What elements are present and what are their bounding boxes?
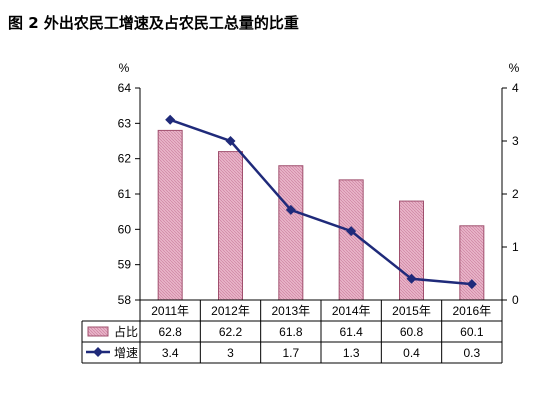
line-point [225, 136, 236, 146]
bar [338, 179, 364, 301]
category-label: 2011年 [151, 304, 189, 318]
bar-value-cell: 62.8 [158, 325, 182, 339]
left-axis-tick-label: 60 [118, 222, 132, 236]
line-series-path [169, 118, 472, 286]
line-point [165, 114, 176, 125]
line-point [285, 204, 296, 215]
left-axis-tick-label: 61 [118, 187, 132, 201]
line-value-cell: 1.3 [343, 346, 360, 360]
bar [157, 129, 183, 301]
bar-value-cell: 60.8 [400, 325, 424, 339]
line-point [346, 226, 357, 237]
legend-line-marker [93, 347, 103, 357]
line-value-cell: 1.7 [282, 346, 299, 360]
line-value-cell: 0.4 [403, 346, 420, 360]
right-axis-unit: % [509, 61, 520, 75]
line-point [406, 273, 417, 284]
category-label: 2013年 [271, 304, 310, 318]
left-axis-unit: % [119, 61, 130, 75]
category-label: 2012年 [211, 304, 250, 318]
line-point [466, 279, 477, 290]
chart-title: 图 2 外出农民工增速及占农民工总量的比重 [8, 14, 299, 32]
bar-value-cell: 62.2 [219, 325, 243, 339]
right-axis-tick-label: 2 [512, 187, 519, 201]
category-label: 2014年 [332, 304, 371, 318]
line-value-cell: 0.3 [463, 346, 480, 360]
legend-bar-label: 占比 [114, 324, 138, 339]
right-axis-tick-label: 4 [512, 81, 519, 95]
left-axis-tick-label: 64 [118, 81, 132, 95]
bar [278, 165, 304, 301]
left-axis-tick-label: 58 [118, 293, 132, 307]
line-value-cell: 3.4 [162, 346, 179, 360]
left-axis-tick-label: 63 [118, 116, 132, 130]
bar [218, 151, 243, 301]
right-axis-tick-label: 1 [512, 240, 519, 254]
right-axis-tick-label: 0 [512, 293, 519, 307]
legend-bar-swatch [87, 326, 109, 337]
legend-line-label: 增速 [114, 346, 138, 360]
bar-value-cell: 60.1 [460, 325, 484, 339]
category-label: 2015年 [392, 304, 431, 318]
bar-value-cell: 61.4 [339, 325, 363, 339]
line-value-cell: 3 [227, 346, 234, 360]
left-axis-tick-label: 62 [118, 152, 132, 166]
bar [399, 200, 424, 301]
category-label: 2016年 [452, 304, 491, 318]
right-axis-tick-label: 3 [512, 134, 519, 148]
bar-value-cell: 61.8 [279, 325, 303, 339]
left-axis-tick-label: 59 [118, 258, 132, 272]
